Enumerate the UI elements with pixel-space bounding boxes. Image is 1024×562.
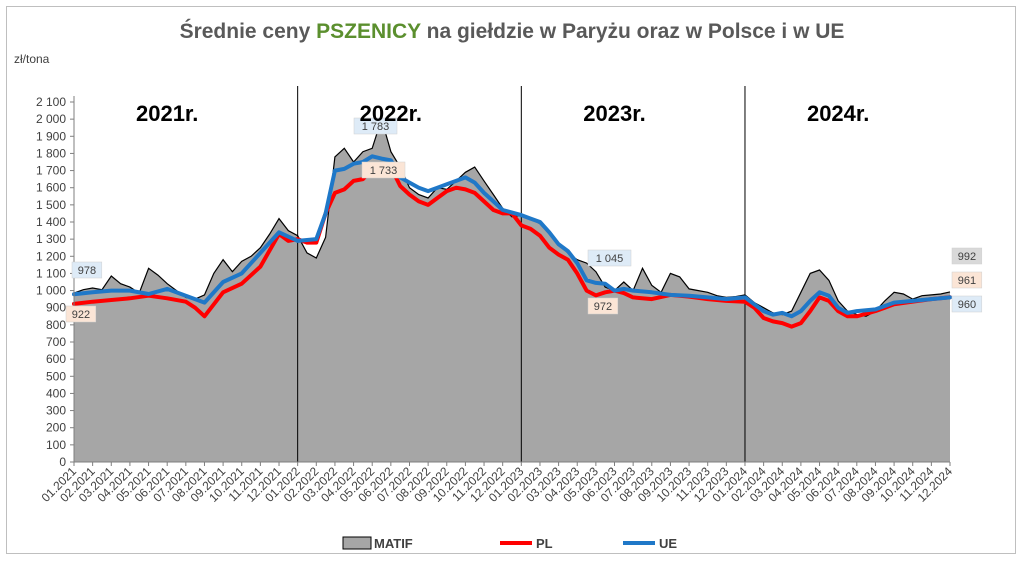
year-label: 2022r.: [360, 101, 422, 126]
y-tick-label: 100: [46, 438, 66, 452]
data-label-pl: 1 733: [370, 165, 398, 177]
data-label-pl: 961: [958, 275, 976, 287]
legend-label-ue: UE: [659, 536, 677, 551]
matif-area-layer: [73, 117, 951, 462]
y-tick-label: 300: [46, 404, 66, 418]
y-tick-label: 1 500: [36, 198, 66, 212]
year-label-layer: 2021r. 2022r. 2023r. 2024r.: [136, 101, 869, 126]
legend-swatch-matif: [342, 536, 372, 550]
series-line-layer: [72, 154, 952, 329]
year-label: 2023r.: [583, 101, 645, 126]
y-tick-label: 1 100: [36, 266, 66, 280]
data-label-ue: 1 045: [596, 253, 624, 265]
legend: MATIF PL UE: [342, 536, 677, 551]
data-label-box-ue: [587, 249, 632, 267]
y-tick-label: 0: [59, 455, 66, 469]
data-label-box-ue: [71, 261, 103, 279]
y-tick-label: 900: [46, 301, 66, 315]
title-prefix: Średnie ceny: [179, 20, 317, 43]
year-label: 2024r.: [807, 101, 869, 126]
y-axis-unit: zł/tona: [14, 52, 50, 66]
y-tick-label: 1 600: [36, 181, 66, 195]
y-tick-label: 700: [46, 335, 66, 349]
y-tick-label: 1 300: [36, 232, 66, 246]
data-label-box-pl: [951, 271, 983, 289]
y-tick-label: 400: [46, 386, 66, 400]
y-tick-label: 1 700: [36, 164, 66, 178]
year-label: 2021r.: [136, 101, 198, 126]
matif-area: [74, 119, 950, 462]
y-tick-label: 200: [46, 421, 66, 435]
y-tick-label: 1 000: [36, 284, 66, 298]
legend-label-matif: MATIF: [374, 536, 413, 551]
y-tick-label: 600: [46, 352, 66, 366]
y-tick-label: 1 400: [36, 215, 66, 229]
y-tick-label: 2 100: [36, 95, 66, 109]
y-tick-label: 800: [46, 318, 66, 332]
title-highlight: PSZENICY: [316, 20, 421, 43]
y-tick-label: 1 900: [36, 129, 66, 143]
y-tick-label: 1 200: [36, 249, 66, 263]
data-label-box-ue: [353, 117, 398, 135]
data-label-ue: 960: [958, 299, 976, 311]
ue-line: [72, 154, 952, 319]
y-tick-label: 1 800: [36, 146, 66, 160]
data-label-ue: 1 783: [362, 121, 390, 133]
year-divider-layer: [297, 86, 746, 462]
y-tick-label: 2 000: [36, 112, 66, 126]
data-label-box-matif: [951, 247, 983, 265]
data-label-box-pl: [65, 305, 97, 323]
data-label-box-pl: [587, 297, 619, 315]
matif-outline: [73, 117, 951, 317]
data-label-ue: 978: [78, 265, 96, 277]
data-label-pl: 972: [594, 301, 612, 313]
data-label-pl: 922: [72, 309, 90, 321]
chart-title: Średnie ceny PSZENICY na giełdzie w Pary…: [0, 20, 1024, 44]
data-label-box-pl: [361, 161, 406, 179]
y-tick-label: 500: [46, 369, 66, 383]
legend-label-pl: PL: [536, 536, 553, 551]
title-suffix: na giełdzie w Paryżu oraz w Polsce i w U…: [420, 20, 845, 43]
data-label-box-ue: [951, 295, 983, 313]
data-label-matif: 992: [958, 251, 976, 263]
data-label-layer: 978 922 1 783 1 733 1 045 972 992 961 960: [65, 117, 983, 323]
